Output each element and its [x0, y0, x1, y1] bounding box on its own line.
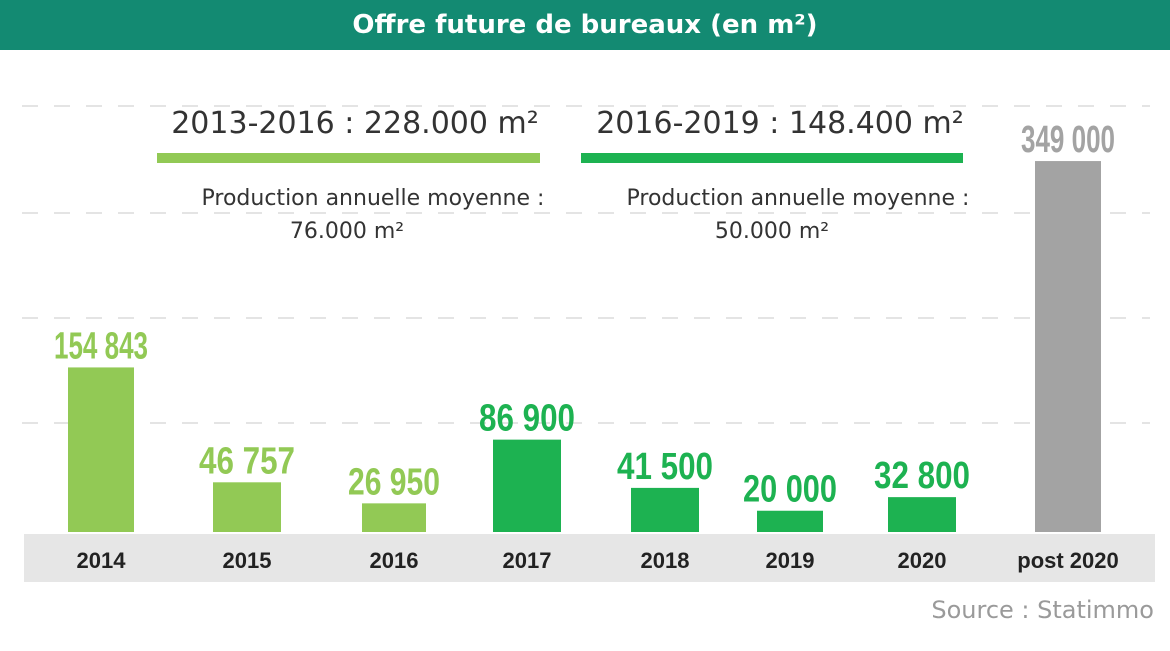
period-line: [157, 153, 540, 163]
category-label: 2015: [223, 548, 272, 573]
x-axis-band: [24, 534, 1155, 582]
value-label: 20 000: [743, 469, 837, 511]
period-avg-value: 50.000 m²: [715, 219, 829, 244]
period-label: 2016-2019 : 148.400 m²: [596, 106, 964, 141]
value-label: 26 950: [348, 461, 440, 503]
period-label: 2013-2016 : 228.000 m²: [171, 106, 539, 141]
value-label: 46 757: [199, 440, 295, 482]
chart-header: Offre future de bureaux (en m²): [0, 0, 1170, 50]
source-note: Source : Statimmo: [931, 596, 1154, 624]
bar-2014: [68, 367, 134, 532]
category-label: 2018: [641, 548, 690, 573]
period-avg-label: Production annuelle moyenne :: [627, 186, 970, 211]
period-avg-value: 76.000 m²: [290, 219, 404, 244]
period-line: [581, 153, 963, 163]
bar-2016: [362, 503, 426, 532]
period-avg-label: Production annuelle moyenne :: [202, 186, 545, 211]
category-label: 2016: [370, 548, 419, 573]
value-label: 349 000: [1021, 119, 1115, 161]
category-label: 2020: [898, 548, 947, 573]
bar-2019: [757, 510, 823, 532]
category-label: 2014: [77, 548, 127, 573]
category-label: 2019: [766, 548, 815, 573]
category-label: post 2020: [1017, 548, 1119, 573]
value-label: 41 500: [617, 446, 713, 488]
value-label: 154 843: [54, 325, 148, 367]
value-label: 86 900: [479, 398, 575, 440]
chart-title: Offre future de bureaux (en m²): [352, 10, 818, 40]
category-label: 2017: [503, 548, 552, 573]
value-label: 32 800: [874, 455, 970, 497]
bar-2015: [213, 482, 281, 532]
bar-2020: [888, 497, 956, 532]
bar-2018: [631, 487, 699, 532]
bar-2017: [493, 439, 561, 532]
bar-post-2020: [1035, 161, 1101, 532]
